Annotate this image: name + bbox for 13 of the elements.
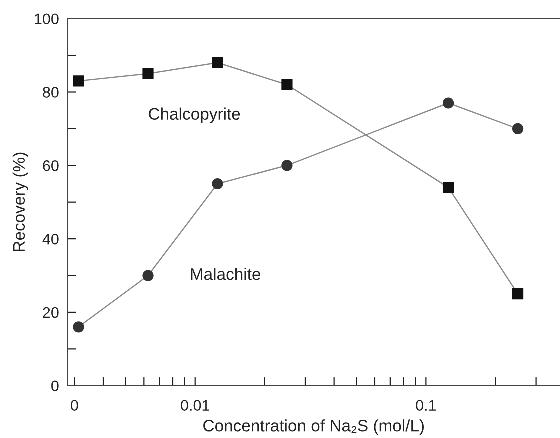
y-tick-label: 80 <box>43 87 59 98</box>
y-axis-title: Recovery (%) <box>12 152 28 252</box>
x-tick-label: 0.01 <box>181 400 210 411</box>
series-label: Chalcopyrite <box>149 108 240 124</box>
y-tick-label: 20 <box>43 307 59 318</box>
x-tick-label: 0 <box>71 400 78 411</box>
y-tick-label: 40 <box>42 234 59 245</box>
y-tick-label: 60 <box>43 160 59 172</box>
x-axis-title: Concentration of Na₂S (mol/L) <box>204 420 424 436</box>
y-tick-label: 100 <box>35 14 59 25</box>
x-tick-label: 0.1 <box>416 400 436 411</box>
series-label: Malachite <box>191 268 261 280</box>
y-tick-label: 0 <box>52 380 59 392</box>
